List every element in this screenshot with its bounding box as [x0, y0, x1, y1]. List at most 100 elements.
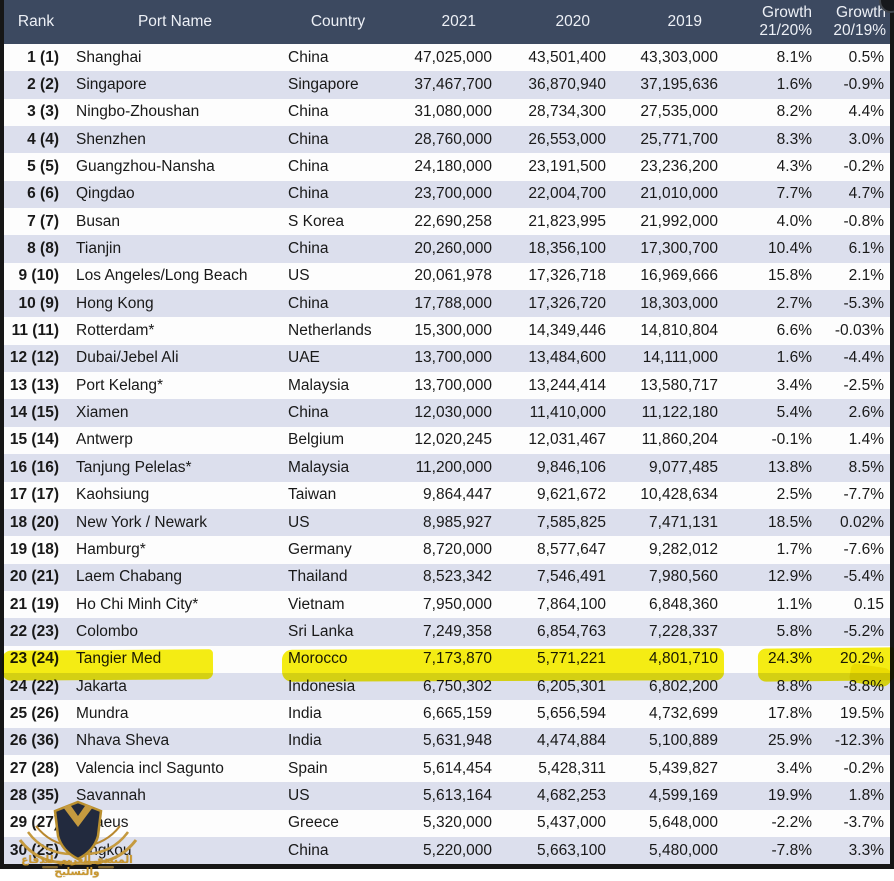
cell-port-name: Colombo [76, 622, 139, 640]
cell-rank: 25 (26) [9, 704, 59, 722]
cell-country: US [288, 513, 310, 531]
cell-growth-21-20: 3.4% [776, 376, 812, 394]
cell-2019: 4,801,710 [649, 650, 718, 668]
cell-country: Taiwan [288, 486, 337, 504]
cell-port-name: Dubai/Jebel Ali [76, 349, 179, 367]
cell-growth-20-19: 3.3% [848, 841, 884, 859]
table-row: 27 (28) Valencia incl Sagunto Spain 5,614,4… [4, 754, 890, 783]
cell-2020: 9,846,106 [537, 458, 606, 476]
cell-country: Spain [288, 759, 328, 777]
cell-2021: 5,614,454 [423, 759, 492, 777]
table-row: 26 (36) Nhava Sheva India 5,631,948 4,474,88… [4, 727, 890, 755]
cell-country: Thailand [288, 568, 348, 586]
cell-port-name: Jakarta [76, 677, 127, 695]
cell-growth-20-19: -0.2% [843, 158, 885, 176]
column-header-2019: 2019 [667, 13, 702, 31]
cell-growth-20-19: -7.7% [843, 486, 885, 504]
cell-port-name: New York / Newark [76, 513, 207, 531]
table-row: 21 (19) Ho Chi Minh City* Vietnam 7,950,000… [4, 590, 890, 619]
column-header-country: Country [310, 13, 366, 31]
cell-2020: 5,428,311 [538, 759, 606, 777]
cell-port-name: Singapore [76, 76, 147, 94]
cell-growth-21-20: 8.2% [776, 103, 812, 121]
cell-2021: 13,700,000 [414, 349, 492, 367]
cell-port-name: Los Angeles/Long Beach [76, 267, 248, 285]
cell-2019: 11,122,180 [641, 404, 718, 422]
cell-growth-21-20: 13.8% [768, 458, 812, 476]
column-header-port-name: Port Name [137, 13, 213, 31]
cell-2021: 15,300,000 [414, 322, 492, 340]
cell-growth-21-20: 24.3% [768, 650, 812, 668]
cell-2021: 17,788,000 [414, 294, 492, 312]
cell-port-name: Yingkou [76, 841, 132, 859]
table-row: 1 (1) Shanghai China 47,025,000 43,501,400 43… [4, 44, 890, 72]
cell-growth-21-20: 1.1% [776, 595, 812, 613]
cell-2019: 21,992,000 [640, 212, 718, 230]
column-header-2021: 2021 [441, 13, 476, 31]
cell-rank: 7 (7) [27, 212, 59, 230]
cell-2020: 9,621,672 [537, 486, 606, 504]
corner-annotation-dot [879, 0, 894, 13]
cell-2020: 18,356,100 [528, 240, 606, 258]
cell-rank: 12 (12) [9, 349, 59, 367]
cell-growth-20-19: 6.1% [848, 240, 884, 258]
cell-2021: 20,260,000 [414, 240, 492, 258]
cell-2021: 6,665,159 [423, 704, 492, 722]
cell-growth-21-20: 15.8% [768, 267, 812, 285]
cell-2021: 7,173,870 [423, 650, 492, 668]
cell-2020: 7,546,491 [537, 568, 606, 586]
cell-2021: 5,631,948 [423, 732, 492, 750]
cell-rank: 1 (1) [27, 48, 59, 66]
cell-2020: 5,437,000 [537, 814, 606, 832]
column-header-rank: Rank [17, 13, 55, 31]
cell-port-name: Hamburg* [76, 540, 146, 558]
cell-rank: 16 (16) [9, 458, 59, 476]
cell-growth-20-19: 0.02% [840, 513, 884, 531]
table-row: 20 (21) Laem Chabang Thailand 8,523,342 7,54… [4, 563, 890, 591]
cell-growth-20-19: -3.7% [843, 814, 885, 832]
cell-2020: 4,474,884 [537, 732, 606, 750]
cell-country: China [288, 294, 329, 312]
table-row: 11 (11) Rotterdam* Netherlands 15,300,000 14… [4, 317, 890, 345]
cell-country: US [288, 786, 310, 804]
table-row: 28 (35) Savannah US 5,613,164 4,682,253 4,599… [4, 782, 890, 810]
cell-country: China [288, 404, 329, 422]
cell-2021: 23,700,000 [414, 185, 492, 203]
table-row: 17 (17) Kaohsiung Taiwan 9,864,447 9,621,672… [4, 481, 890, 509]
table-row: 9 (10) Los Angeles/Long Beach US 20,061,978… [4, 262, 890, 291]
cell-2020: 17,326,720 [528, 294, 606, 312]
cell-2019: 7,980,560 [649, 568, 718, 586]
cell-2021: 7,950,000 [423, 595, 492, 613]
cell-2019: 11,860,204 [641, 431, 718, 449]
cell-port-name: Hong Kong [76, 294, 154, 312]
cell-country: US [288, 267, 310, 285]
cell-rank: 18 (20) [9, 513, 59, 531]
cell-2019: 25,771,700 [640, 130, 718, 148]
cell-growth-21-20: 4.3% [776, 158, 812, 176]
cell-growth-20-19: -4.4% [843, 349, 885, 367]
cell-country: Morocco [288, 650, 348, 668]
cell-2020: 26,553,000 [528, 130, 606, 148]
cell-growth-20-19: 2.6% [848, 404, 884, 422]
cell-country: Germany [288, 540, 352, 558]
cell-2020: 8,577,647 [537, 540, 606, 558]
cell-rank: 14 (15) [9, 404, 59, 422]
cell-rank: 29 (27) [9, 814, 59, 832]
cell-2019: 7,471,131 [649, 513, 718, 531]
cell-rank: 6 (6) [27, 185, 59, 203]
cell-2020: 43,501,400 [528, 48, 606, 66]
cell-2020: 5,771,221 [537, 650, 606, 668]
table-row: 13 (13) Port Kelang* Malaysia 13,700,000 13,… [4, 372, 890, 400]
cell-2020: 13,244,414 [528, 376, 606, 394]
table-header: Rank Port Name Country 2021 2020 2019 Gr… [4, 0, 890, 44]
cell-growth-20-19: 1.8% [848, 786, 884, 804]
cell-country: Malaysia [288, 376, 350, 394]
cell-country: Indonesia [288, 677, 356, 695]
cell-2021: 31,080,000 [414, 103, 492, 121]
cell-rank: 8 (8) [27, 240, 59, 258]
cell-growth-21-20: -7.8% [771, 841, 813, 859]
cell-2020: 5,656,594 [537, 704, 606, 722]
cell-growth-20-19: -0.8% [843, 212, 885, 230]
cell-rank: 4 (4) [27, 130, 59, 148]
cell-growth-20-19: 19.5% [840, 704, 884, 722]
